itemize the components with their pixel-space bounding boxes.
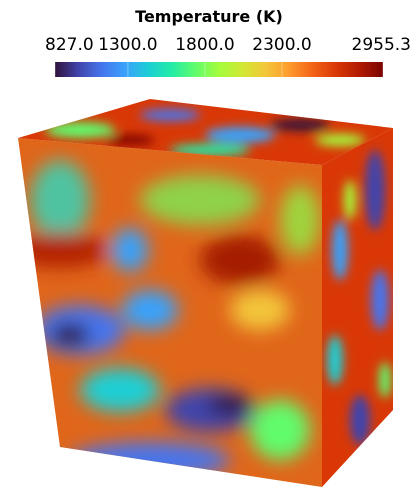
colorbar-tick-label: 1800.0 <box>175 35 234 55</box>
colorbar-tick-label: 827.0 <box>45 35 94 55</box>
cube-right-face <box>315 120 400 489</box>
colorbar-tick-label: 2300.0 <box>252 35 311 55</box>
colorbar-title: Temperature (K) <box>135 7 283 26</box>
colorbar-tick-label: 2955.3 <box>352 35 411 55</box>
colorbar-tick-label: 1300.0 <box>98 35 157 55</box>
colorbar <box>55 62 383 77</box>
cube-front-face <box>0 130 330 489</box>
render-view: Temperature (K) 827.01300.0 1800.0 2300.0 2… <box>0 0 419 489</box>
